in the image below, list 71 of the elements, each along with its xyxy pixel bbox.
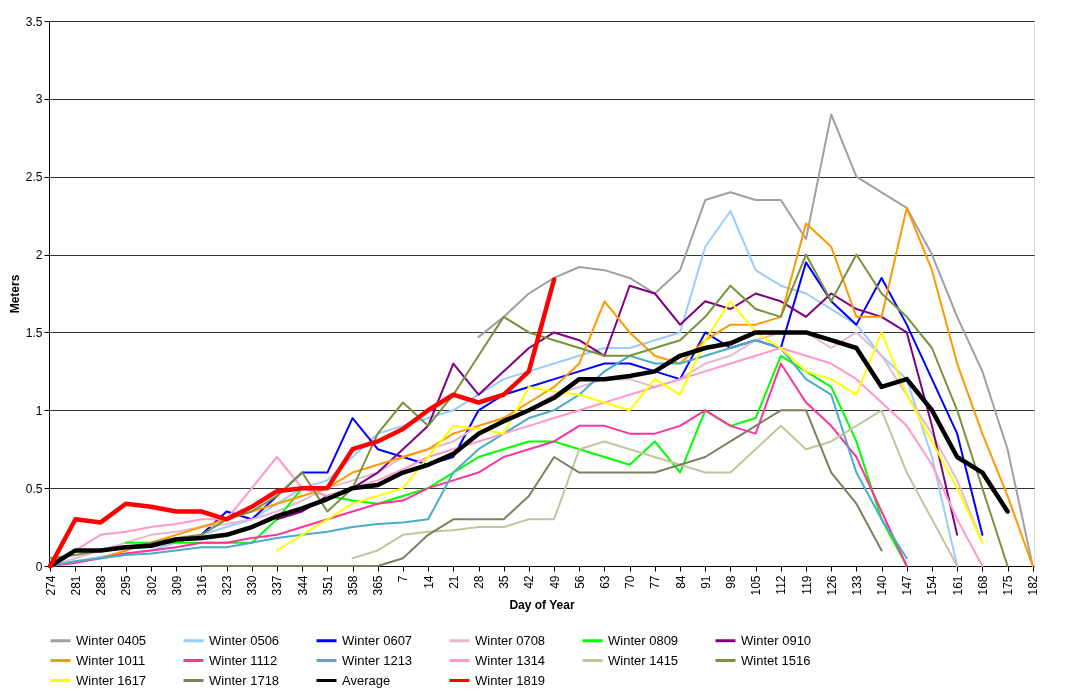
legend-label: Winter 0607 [342,632,413,648]
legend-label: Winter 0506 [209,632,280,648]
y-tick-label: 2 [35,248,43,263]
line-series [351,409,959,567]
legend-label: Winter 1314 [475,652,546,668]
legend-label: Winter 1819 [475,672,546,688]
x-tick-label: 49 [547,575,562,589]
x-tick-label: 42 [522,575,537,589]
x-tick-label: 119 [799,575,814,595]
y-tick-label: 2.5 [25,170,43,185]
x-tick-label: 316 [194,575,209,596]
x-tick-label: 281 [68,575,83,596]
x-tick-label: 84 [673,575,688,589]
y-tick-label: 0 [35,559,43,574]
x-axis-title: Day of Year [509,597,575,612]
x-tick-label: 351 [320,575,335,596]
legend-label: Winter 0809 [608,632,679,648]
legend-label: Winter 0910 [741,632,812,648]
x-tick-label: 140 [875,575,890,596]
x-tick-label: 175 [1001,575,1016,596]
legend-label: Winter 1617 [76,672,147,688]
x-tick-label: 344 [295,575,310,596]
x-tick-label: 323 [220,575,235,596]
x-tick-label: 56 [572,575,587,589]
legend-label: Winter 1213 [342,652,413,668]
y-tick-label: 3.5 [25,14,43,29]
legend-label: Winter 1112 [209,652,278,668]
line-series [200,261,984,536]
x-tick-label: 295 [119,575,134,596]
legend-label: Wintet 1516 [741,652,811,668]
x-tick-label: 309 [169,575,184,596]
x-tick-label: 147 [900,575,915,596]
x-tick-label: 91 [698,575,713,589]
x-tick-label: 112 [774,575,789,595]
x-tick-label: 77 [648,575,663,589]
x-tick-label: 274 [43,575,58,596]
x-tick-label: 337 [270,575,285,596]
x-tick-label: 35 [497,575,512,589]
x-tick-label: 63 [597,575,612,589]
line-series [200,409,883,567]
x-tick-label: 7 [396,575,411,583]
x-tick-label: 365 [371,575,386,596]
legend-label: Winter 0708 [475,632,546,648]
x-tick-label: 330 [245,575,260,596]
x-tick-label: 288 [94,575,109,596]
line-series [49,253,1009,567]
y-axis-title: Meters [7,274,22,314]
y-tick-label: 0.5 [25,481,43,496]
line-series [48,277,557,569]
legend-label: Average [342,672,391,688]
legend-label: Winter 1415 [608,652,679,668]
legend-label: Winter 1011 [76,652,146,668]
y-tick-label: 1 [35,403,43,418]
x-tick-label: 182 [1026,575,1041,596]
x-tick-label: 358 [346,575,361,596]
x-tick-label: 98 [723,575,738,589]
legend-label: Winter 0405 [76,632,147,648]
x-tick-label: 161 [950,575,965,596]
x-tick-label: 302 [144,575,159,596]
x-tick-label: 105 [749,575,764,596]
x-tick-label: 70 [623,575,638,589]
y-tick-label: 3 [35,92,43,107]
x-tick-label: 28 [472,575,487,589]
legend-label: Winter 1718 [209,672,280,688]
x-tick-label: 154 [925,575,940,596]
x-tick-label: 168 [975,575,990,596]
x-tick-label: 126 [824,575,839,596]
x-tick-label: 14 [421,575,436,589]
x-tick-label: 21 [446,575,461,589]
y-tick-label: 1.5 [25,325,43,340]
x-tick-label: 133 [849,575,864,596]
